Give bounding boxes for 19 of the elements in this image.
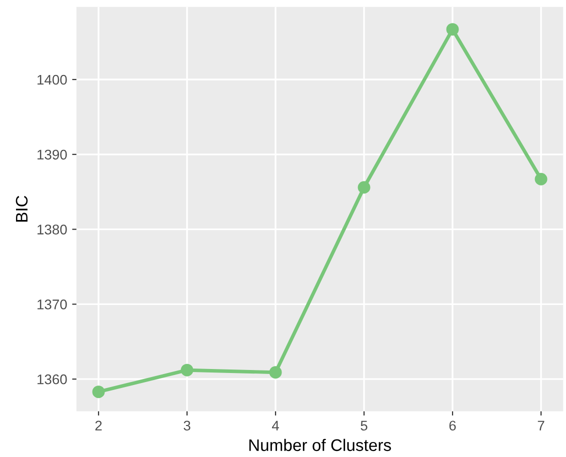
x-tick-label: 7	[538, 420, 544, 430]
x-axis-title: Number of Clusters	[249, 438, 391, 452]
y-tick-label: 1370	[38, 300, 67, 310]
y-tick-label: 1360	[38, 374, 67, 384]
x-tick-label: 5	[360, 420, 368, 431]
point	[534, 172, 548, 186]
x-tick-label: 2	[95, 420, 102, 430]
y-axis-title: BIC	[16, 196, 28, 222]
point	[180, 364, 194, 376]
point	[446, 23, 459, 36]
x-tick-label: 3	[184, 420, 190, 431]
point	[92, 386, 105, 398]
point	[358, 181, 370, 194]
y-tick-label: 1380	[38, 224, 67, 234]
y-tick-label: 1390	[38, 150, 67, 160]
point	[269, 366, 282, 379]
x-tick-label: 6	[449, 420, 456, 431]
x-tick-label: 4	[272, 420, 279, 430]
y-tick-label: 1400	[38, 74, 67, 85]
